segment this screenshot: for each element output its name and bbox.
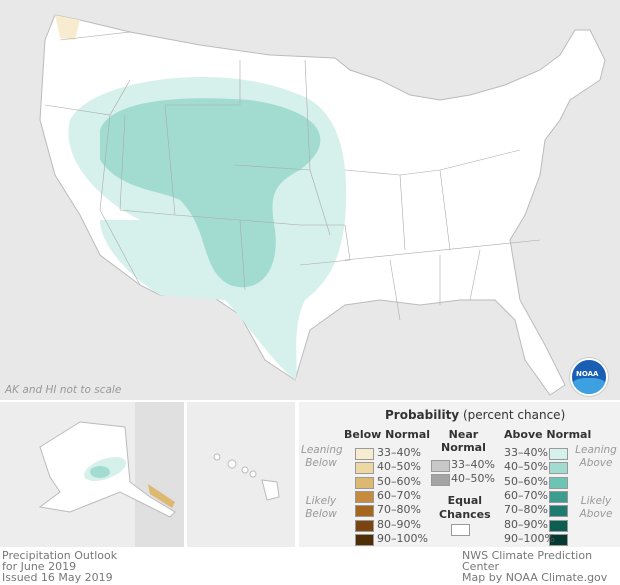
credits: NWS Climate Prediction Center Map by NOA… (462, 550, 620, 583)
legend-item-label: 70–80% (377, 503, 421, 517)
hawaii-inset (187, 402, 295, 547)
alaska-map (38, 402, 184, 547)
scale-note: AK and HI not to scale (5, 384, 122, 396)
legend-item-label: 40–50% (504, 460, 548, 474)
legend-item-label: 60–70% (377, 488, 421, 502)
washington-below-region (55, 15, 80, 40)
legend: Probability (percent chance) Below Norma… (299, 402, 620, 547)
hawaii-map (213, 453, 280, 501)
likely-below-label: Likely Below (305, 495, 337, 520)
legend-swatch (549, 505, 568, 518)
legend-swatch (431, 460, 450, 472)
legend-item-label: 50–60% (377, 474, 421, 488)
alaska-inset (0, 402, 184, 547)
caption-period: for June 2019 (2, 560, 77, 573)
legend-item-label: 40–50% (377, 460, 421, 474)
credit-cpc: NWS Climate Prediction Center (462, 549, 593, 573)
legend-title: Probability (percent chance) (385, 408, 565, 422)
legend-item-label: 60–70% (504, 488, 548, 502)
legend-swatch (355, 519, 374, 532)
near-heading: Near Normal (441, 428, 486, 454)
equal-line-2: Chances (439, 508, 491, 521)
legend-swatch (355, 490, 374, 503)
legend-title-main: Probability (385, 408, 460, 422)
below-heading: Below Normal (344, 428, 431, 441)
legend-swatch (355, 533, 374, 546)
legend-title-sub: (percent chance) (462, 408, 566, 422)
above-heading: Above Normal (504, 428, 592, 441)
likely-above-label: Likely Above (579, 495, 613, 520)
legend-swatch (355, 476, 374, 489)
credit-map: Map by NOAA Climate.gov (462, 571, 608, 584)
legend-item-label: 90–100% (504, 531, 555, 545)
state-borders (44, 31, 541, 321)
equal-chances-swatch (451, 524, 470, 536)
caption-title: Precipitation Outlook (2, 549, 118, 562)
near-heading-2: Normal (441, 441, 486, 454)
legend-swatch (431, 474, 450, 487)
noaa-logo-text: NOAA (576, 370, 599, 378)
legend-swatch (549, 448, 568, 460)
caption-issued: Issued 16 May 2019 (2, 571, 113, 584)
legend-item-label: 80–90% (377, 517, 421, 531)
caption: Precipitation Outlook for June 2019 Issu… (2, 550, 117, 583)
legend-swatch (355, 462, 374, 475)
legend-swatch (549, 490, 568, 503)
legend-item-label: 70–80% (504, 503, 548, 517)
legend-item-label: 80–90% (504, 517, 548, 531)
legend-item-label: 90–100% (377, 531, 428, 545)
legend-item-label: 33–40% (504, 446, 548, 459)
likely-above-region (100, 98, 321, 288)
legend-swatch (355, 448, 374, 460)
legend-swatch (549, 533, 568, 546)
legend-swatch (549, 476, 568, 489)
leaning-below-label: Leaning Below (301, 444, 343, 469)
legend-swatch (355, 505, 374, 518)
equal-chances-label: Equal Chances (439, 494, 491, 522)
legend-item-label: 33–40% (377, 446, 421, 459)
legend-item-label: 50–60% (504, 474, 548, 488)
leaning-above-label: Leaning Above (575, 444, 617, 469)
us-map-svg (39, 14, 606, 396)
near-heading-1: Near (448, 428, 479, 441)
conus-map: AK and HI not to scale NOAA (0, 0, 620, 400)
legend-item-label: 40–50% (451, 472, 495, 486)
legend-swatch (549, 462, 568, 475)
noaa-logo: NOAA (570, 358, 608, 396)
equal-line-1: Equal (447, 494, 483, 507)
legend-swatch (549, 519, 568, 532)
legend-item-label: 33–40% (451, 458, 495, 471)
